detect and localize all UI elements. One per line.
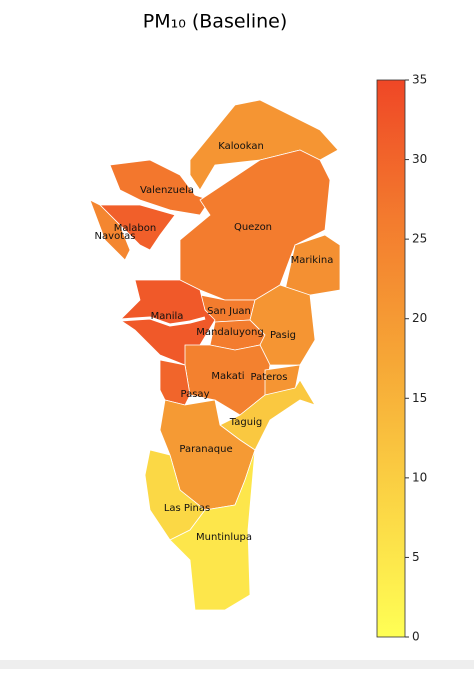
colorbar-tick-label: 0: [412, 630, 420, 644]
colorbar-tick-label: 20: [412, 311, 427, 325]
region-label: Las Pinas: [164, 503, 210, 514]
region-label: Makati: [211, 371, 244, 382]
colorbar-tick-label: 35: [412, 73, 427, 87]
colorbar-tick-label: 30: [412, 152, 427, 166]
river: [119, 316, 206, 327]
region-label: San Juan: [207, 306, 251, 317]
region: [169, 449, 256, 611]
region-label: Navotas: [95, 231, 136, 242]
region-label: Marikina: [291, 255, 334, 266]
region-label: Mandaluyong: [196, 327, 263, 338]
region: [89, 199, 131, 261]
bottom-bar: [0, 660, 474, 669]
colorbar-tick-label: 25: [412, 232, 427, 246]
region-label: Malabon: [114, 223, 156, 234]
region: [249, 284, 316, 366]
colorbar-tick-label: 15: [412, 391, 427, 405]
region-label: Taguig: [229, 417, 262, 428]
region-label: Pateros: [250, 372, 287, 383]
region-label: Valenzuela: [140, 185, 194, 196]
region-label: Manila: [151, 311, 184, 322]
regions: [89, 99, 341, 611]
colorbar-tick-label: 10: [412, 470, 427, 484]
colorbar-tick-label: 5: [412, 550, 420, 564]
region-label: Pasay: [181, 389, 210, 400]
region-label: Quezon: [234, 222, 272, 233]
region-label: Paranaque: [179, 444, 232, 455]
title: PM₁₀ (Baseline): [143, 11, 288, 33]
colorbar: [376, 79, 406, 638]
region-label: Pasig: [270, 330, 296, 341]
region-label: Kalookan: [218, 141, 264, 152]
region: [99, 204, 176, 251]
region-label: Muntinlupa: [196, 532, 252, 543]
